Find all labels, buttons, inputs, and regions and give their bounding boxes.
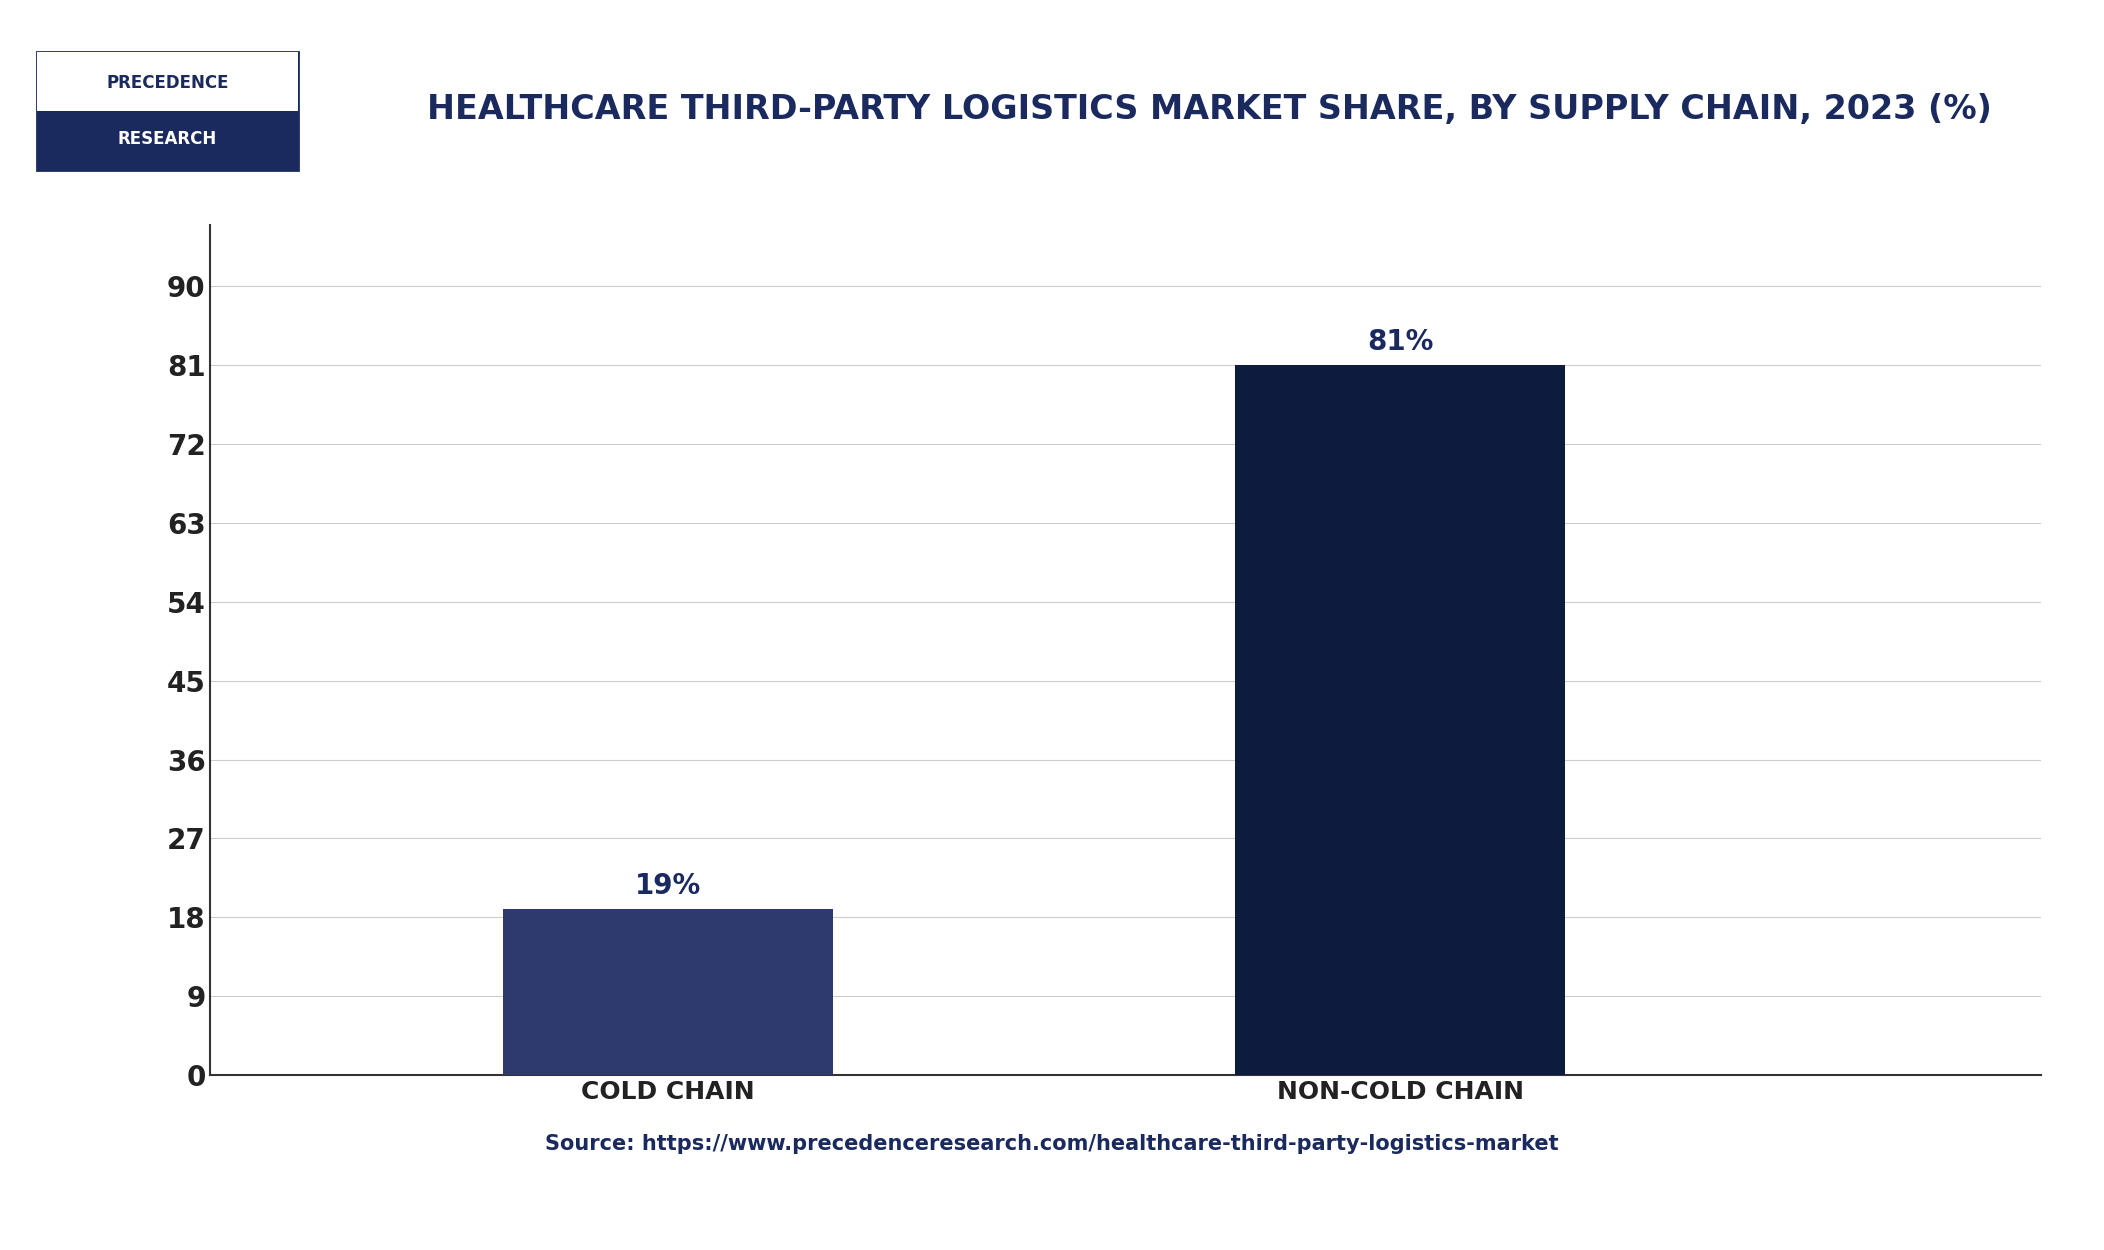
- Text: 81%: 81%: [1368, 329, 1433, 356]
- Text: Source: https://www.precedenceresearch.com/healthcare-third-party-logistics-mark: Source: https://www.precedenceresearch.c…: [545, 1134, 1559, 1154]
- Bar: [36, 111, 299, 170]
- Bar: [36, 52, 299, 111]
- Text: PRECEDENCE: PRECEDENCE: [105, 74, 229, 92]
- Bar: [1235, 365, 1565, 1075]
- Text: HEALTHCARE THIRD-PARTY LOGISTICS MARKET SHARE, BY SUPPLY CHAIN, 2023 (%): HEALTHCARE THIRD-PARTY LOGISTICS MARKET …: [427, 92, 1992, 126]
- Bar: [503, 909, 833, 1075]
- Text: 19%: 19%: [635, 871, 701, 900]
- Text: RESEARCH: RESEARCH: [118, 130, 217, 149]
